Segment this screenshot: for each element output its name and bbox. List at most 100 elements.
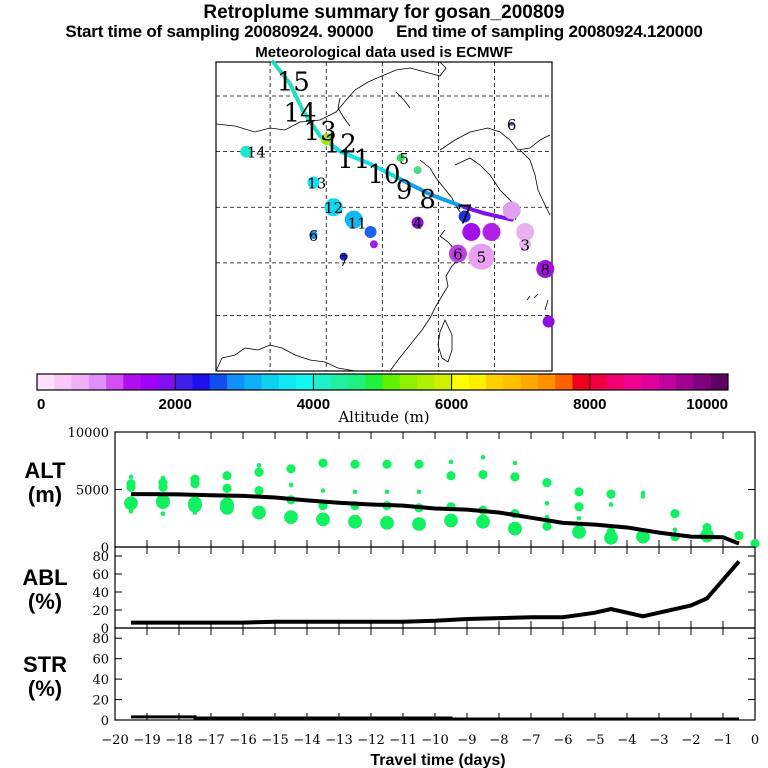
alt-cluster-point	[348, 514, 362, 529]
colorbar-swatch	[382, 374, 401, 390]
alt-cluster-point	[636, 529, 650, 544]
alt-cluster-point	[416, 489, 422, 495]
colorbar-swatch	[676, 374, 694, 390]
x-tick-label: −19	[133, 733, 160, 748]
map-day-label: 6	[309, 227, 319, 245]
alt-cluster-point	[316, 512, 330, 527]
x-tick-label: −15	[261, 733, 288, 748]
map-cluster-point	[411, 216, 424, 229]
x-axis-label: Travel time (days)	[370, 752, 505, 768]
colorbar-swatch	[417, 374, 435, 390]
x-tick-label: −20	[101, 733, 128, 748]
coastline-japan	[526, 293, 549, 311]
map-day-label: 11	[348, 215, 367, 233]
map-day-label: 3	[520, 236, 530, 254]
abl-frame	[114, 546, 756, 629]
sampling-times: Start time of sampling 20080924. 90000 E…	[0, 22, 768, 42]
x-tick-label: −11	[389, 733, 416, 748]
map-cluster-point	[364, 225, 377, 238]
y-axis-label: ABL	[22, 565, 67, 590]
y-tick-label: 0	[101, 714, 109, 729]
map-day-label: 5	[477, 249, 487, 267]
colorbar-swatch	[641, 374, 660, 390]
colorbar-swatch	[693, 374, 712, 390]
map-day-label: 12	[324, 129, 357, 159]
alt-cluster-point	[288, 482, 294, 488]
start-time: Start time of sampling 20080924. 90000	[65, 22, 374, 41]
x-tick-label: −6	[553, 733, 572, 748]
alt-cluster-point	[384, 489, 390, 495]
alt-cluster-point	[606, 489, 616, 499]
colorbar-swatch	[123, 374, 142, 390]
alt-panel: 0 5000 10000 ALT(m)	[24, 426, 760, 556]
map-day-label: 8	[541, 261, 551, 279]
alt-cluster-point	[542, 521, 552, 531]
map-cluster-point	[519, 238, 532, 251]
map-cluster-point	[482, 222, 501, 241]
colorbar-swatch	[330, 374, 349, 390]
map-day-label: 6	[453, 246, 463, 264]
trajectory-segment	[368, 161, 403, 182]
colorbar-swatch	[451, 374, 470, 390]
alt-cluster-point	[734, 530, 744, 541]
colorbar-swatch	[468, 374, 487, 390]
x-tick-label: −16	[229, 733, 256, 748]
map-cluster-point	[309, 231, 318, 240]
map-cluster-point	[413, 166, 422, 175]
y-axis-label: (%)	[28, 676, 62, 701]
map-day-label: 5	[399, 150, 409, 168]
trajectory-segment	[271, 60, 292, 86]
map-cluster-point	[320, 133, 333, 146]
colorbar-swatch	[607, 374, 625, 390]
colorbar-swatch	[486, 374, 504, 390]
map-coastlines	[215, 61, 551, 372]
colorbar-tick-label: 0	[37, 396, 45, 413]
map-cluster-point	[536, 260, 555, 279]
alt-cluster-point	[444, 513, 458, 528]
map-day-label: 13	[304, 117, 337, 147]
x-tick-label: −2	[681, 733, 700, 748]
colorbar-swatch	[71, 374, 90, 390]
y-tick-label: 80	[92, 550, 109, 565]
colorbar-swatch	[365, 374, 383, 390]
colorbar-tick-label: 10000	[686, 396, 728, 413]
alt-cluster-point	[124, 496, 138, 511]
alt-cluster-point	[126, 482, 136, 492]
alt-cluster-point	[284, 510, 298, 524]
x-tick-label: −12	[357, 733, 384, 748]
alt-cluster-point	[608, 502, 614, 507]
alt-cluster-point	[480, 455, 486, 460]
map-cluster-point	[458, 210, 471, 223]
str-frame	[114, 627, 756, 721]
colorbar-swatch	[227, 374, 245, 390]
alt-cluster-point	[252, 505, 266, 520]
map-day-label: 7	[339, 252, 349, 270]
alt-cluster-point	[640, 490, 646, 496]
colorbar-swatch	[347, 374, 366, 390]
border-south	[215, 344, 356, 372]
y-tick-label: 60	[92, 568, 109, 583]
colorbar-swatch	[175, 374, 193, 390]
y-axis-label: STR	[23, 652, 67, 677]
map-day-label: 11	[337, 145, 370, 175]
map-cluster-point	[344, 210, 363, 229]
alt-cluster-point	[672, 527, 678, 533]
y-tick-label: 40	[92, 673, 109, 688]
end-time: End time of sampling 20080924.120000	[396, 22, 703, 41]
y-axis-label: (m)	[28, 482, 62, 507]
y-tick-label: 10000	[68, 426, 109, 441]
alt-cluster-point	[476, 514, 490, 529]
alt-cluster-point	[380, 515, 394, 530]
alt-cluster-point	[160, 511, 166, 516]
y-tick-label: 5000	[76, 484, 109, 499]
colorbar-tick-label: 6000	[435, 396, 468, 413]
colorbar-swatch	[589, 374, 608, 390]
map-cluster-point	[542, 315, 555, 328]
alt-cluster-point	[576, 515, 582, 521]
alt-cluster-point	[542, 478, 552, 488]
alt-cluster-point	[318, 458, 328, 468]
alt-cluster-point	[544, 501, 550, 506]
alt-cluster-point	[574, 502, 584, 512]
map-day-label: 9	[396, 176, 413, 206]
